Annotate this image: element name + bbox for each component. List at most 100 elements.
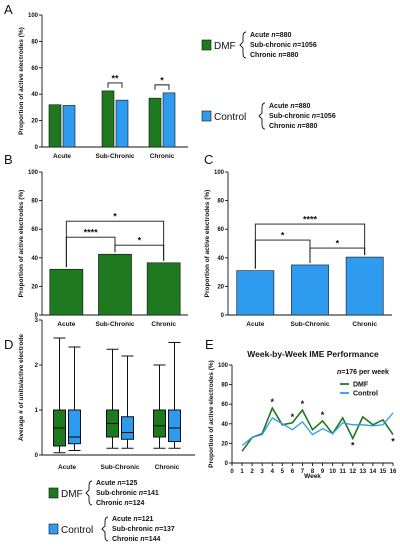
legend-bottom: DMF Acute n=125 Sub-chronic n=141 Chroni…: [48, 480, 175, 543]
legend-top-control-count: Sub-chronic n=1056: [269, 113, 336, 120]
y-tick-label: 0: [35, 313, 39, 319]
chart-title: Week-by-Week IME Performance: [247, 349, 379, 359]
significance-bracket-label: **: [111, 73, 119, 83]
bar-dmf: [48, 104, 62, 148]
x-category-label: Sub-Chronic: [291, 321, 330, 328]
y-tick-label: 3: [35, 318, 39, 324]
bar-control: [115, 99, 129, 148]
legend-top-dmf-label: DMF: [214, 41, 236, 52]
y-tick-label: 20: [217, 284, 224, 290]
significance-bracket: [254, 223, 366, 269]
significance-bracket: [154, 84, 170, 90]
x-tick-label: 10: [329, 469, 336, 475]
legend-bottom-control-swatch: [48, 523, 59, 535]
y-tick-label: 1: [35, 408, 39, 414]
y-axis-title: Average # of units/active electrode: [18, 334, 25, 441]
significance-bracket: [107, 82, 123, 88]
legend-label-control: Control: [353, 391, 378, 398]
x-category-label: Sub-Chronic: [96, 153, 135, 160]
significance-label: ****: [84, 228, 99, 238]
x-tick-label: 9: [321, 469, 325, 475]
x-category-label: Acute: [246, 321, 264, 328]
y-tick-label: 40: [217, 256, 224, 262]
x-category-label: Acute: [57, 321, 75, 328]
x-category-label: Acute: [53, 153, 71, 160]
significance-label: *: [301, 399, 305, 409]
legend-top-control-label: Control: [214, 112, 246, 123]
y-tick-label: 60: [217, 227, 224, 233]
panel-label-d: D: [4, 337, 13, 352]
bar: [146, 262, 181, 316]
legend-top-dmf-brace: [239, 31, 247, 59]
panel-a-grouped-bar-chart: 0 20 40 60 80 100 Proportion of active electro…: [18, 13, 188, 160]
x-tick-label: 0: [230, 469, 234, 475]
legend-bottom-control-label: Control: [61, 525, 93, 536]
significance-label: *: [321, 410, 325, 420]
significance-label: *: [281, 231, 285, 241]
x-tick-label: 12: [349, 469, 356, 475]
y-tick-label: 20: [31, 284, 38, 290]
y-tick-label: 100: [28, 13, 39, 19]
y-tick-label: 40: [31, 92, 38, 98]
bar-dmf: [101, 90, 115, 148]
panel-label-c: C: [204, 152, 213, 167]
bar-control: [162, 92, 176, 148]
legend-bottom-dmf-count: Sub-chronic n=141: [96, 490, 159, 497]
x-category-label: Chronic: [155, 464, 180, 471]
series-line-control: [241, 412, 394, 446]
x-tick-label: 11: [340, 469, 347, 475]
series-line-dmf: [241, 406, 394, 452]
x-tick-label: 1: [240, 469, 244, 475]
legend-top-dmf-swatch: [201, 39, 212, 51]
y-tick-label: 60: [31, 227, 38, 233]
bar: [345, 256, 384, 316]
legend-bottom-dmf-brace: [85, 480, 93, 506]
y-tick-label: 20: [31, 119, 38, 125]
y-axis-title: Proportion of active electrodes (%): [208, 360, 215, 468]
legend-label-dmf: DMF: [353, 382, 369, 389]
significance-bracket: [65, 220, 165, 268]
significance-bracket-label: *: [160, 75, 164, 85]
panel-b-dmf-bar-chart: 0 20 40 60 80 100 Proportion of active electro…: [18, 170, 188, 328]
x-tick-label: 5: [281, 469, 285, 475]
legend-bottom-dmf-label: DMF: [61, 489, 83, 500]
y-tick-label: 20: [221, 441, 228, 447]
y-tick-label: 40: [31, 256, 38, 262]
y-tick-label: 80: [31, 199, 38, 205]
significance-label: *: [113, 212, 117, 222]
legend-top-dmf-count: Acute n=880: [250, 32, 292, 39]
x-axis-title: Week: [304, 473, 321, 480]
box-dmf: [153, 409, 166, 438]
y-tick-label: 0: [35, 453, 39, 459]
y-tick-label: 80: [217, 199, 224, 205]
panel-label-a: A: [4, 2, 13, 17]
bar: [291, 264, 329, 316]
bar-control: [62, 105, 76, 148]
x-category-label: Chronic: [151, 321, 176, 328]
bar: [98, 253, 132, 316]
y-tick-label: 100: [218, 363, 229, 369]
x-tick-label: 13: [359, 469, 366, 475]
significance-label: *: [138, 236, 142, 246]
panel-label-e: E: [205, 337, 214, 352]
significance-label: *: [291, 412, 295, 422]
panel-c-control-bar-chart: 0 20 40 60 80 100 Proportion of active electro…: [204, 170, 392, 328]
significance-label: *: [336, 239, 340, 249]
bar-dmf: [148, 97, 162, 148]
legend-top-dmf-count: Chronic n=880: [250, 52, 299, 59]
x-tick-label: 6: [291, 469, 295, 475]
legend-bottom-dmf-swatch: [48, 487, 59, 499]
legend-bottom-dmf-count: Chronic n=124: [96, 500, 145, 507]
x-category-label: Chronic: [150, 153, 175, 160]
y-axis-title: Proportion of active electrodes (%): [18, 27, 25, 135]
sample-size-note: n=176 per week: [337, 369, 389, 376]
x-tick-label: 16: [390, 469, 397, 475]
y-tick-label: 100: [214, 170, 225, 176]
significance-label: ****: [303, 215, 318, 225]
box-control: [68, 409, 81, 445]
legend-bottom-control-count: Acute n=121: [112, 516, 154, 523]
legend-bottom-dmf-count: Acute n=125: [96, 480, 138, 487]
legend-bottom-control-count: Sub-chronic n=137: [112, 526, 175, 533]
y-tick-label: 0: [225, 461, 229, 467]
y-tick-label: 60: [221, 402, 228, 408]
